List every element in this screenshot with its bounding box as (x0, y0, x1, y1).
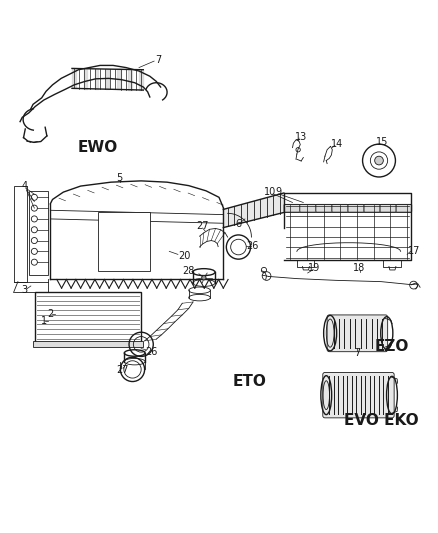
Bar (33, 341, 143, 348)
FancyBboxPatch shape (323, 373, 394, 418)
Text: EZO: EZO (375, 339, 409, 354)
Text: 3: 3 (21, 285, 28, 295)
FancyBboxPatch shape (300, 204, 315, 212)
Text: 6: 6 (235, 219, 241, 229)
Text: 2: 2 (47, 309, 53, 319)
Text: 7: 7 (354, 348, 360, 358)
Text: 1: 1 (41, 316, 47, 326)
Polygon shape (284, 193, 411, 260)
Text: 20: 20 (178, 251, 191, 261)
FancyBboxPatch shape (364, 204, 380, 212)
FancyBboxPatch shape (380, 204, 396, 212)
Bar (98, 213, 150, 271)
Bar (14, 187, 28, 281)
Text: EVO EKO: EVO EKO (344, 413, 418, 427)
FancyBboxPatch shape (284, 204, 300, 212)
Text: 15: 15 (376, 137, 389, 147)
Text: 19: 19 (308, 263, 320, 273)
FancyBboxPatch shape (332, 204, 348, 212)
Text: 18: 18 (353, 263, 366, 273)
Text: 28: 28 (183, 266, 195, 276)
Text: 9: 9 (276, 187, 282, 197)
Text: 7: 7 (155, 55, 162, 65)
FancyBboxPatch shape (396, 204, 412, 212)
Text: EWO: EWO (78, 140, 118, 155)
Text: 4: 4 (21, 182, 28, 191)
Text: 10: 10 (264, 187, 276, 197)
Bar (29, 191, 48, 275)
FancyBboxPatch shape (327, 315, 388, 352)
Text: ETO: ETO (232, 374, 266, 389)
Text: 26: 26 (145, 347, 158, 357)
Text: 5: 5 (117, 173, 123, 183)
Text: 14: 14 (331, 139, 343, 149)
Bar (37, 295, 74, 340)
FancyBboxPatch shape (348, 204, 364, 212)
Bar (35, 293, 141, 342)
Text: 13: 13 (295, 132, 307, 142)
FancyBboxPatch shape (316, 204, 332, 212)
Text: 17: 17 (408, 246, 420, 256)
Text: 26: 26 (247, 241, 259, 251)
Polygon shape (223, 193, 284, 228)
Circle shape (202, 276, 206, 280)
Text: 27: 27 (117, 365, 129, 375)
Circle shape (374, 156, 383, 165)
Text: 27: 27 (196, 221, 209, 231)
